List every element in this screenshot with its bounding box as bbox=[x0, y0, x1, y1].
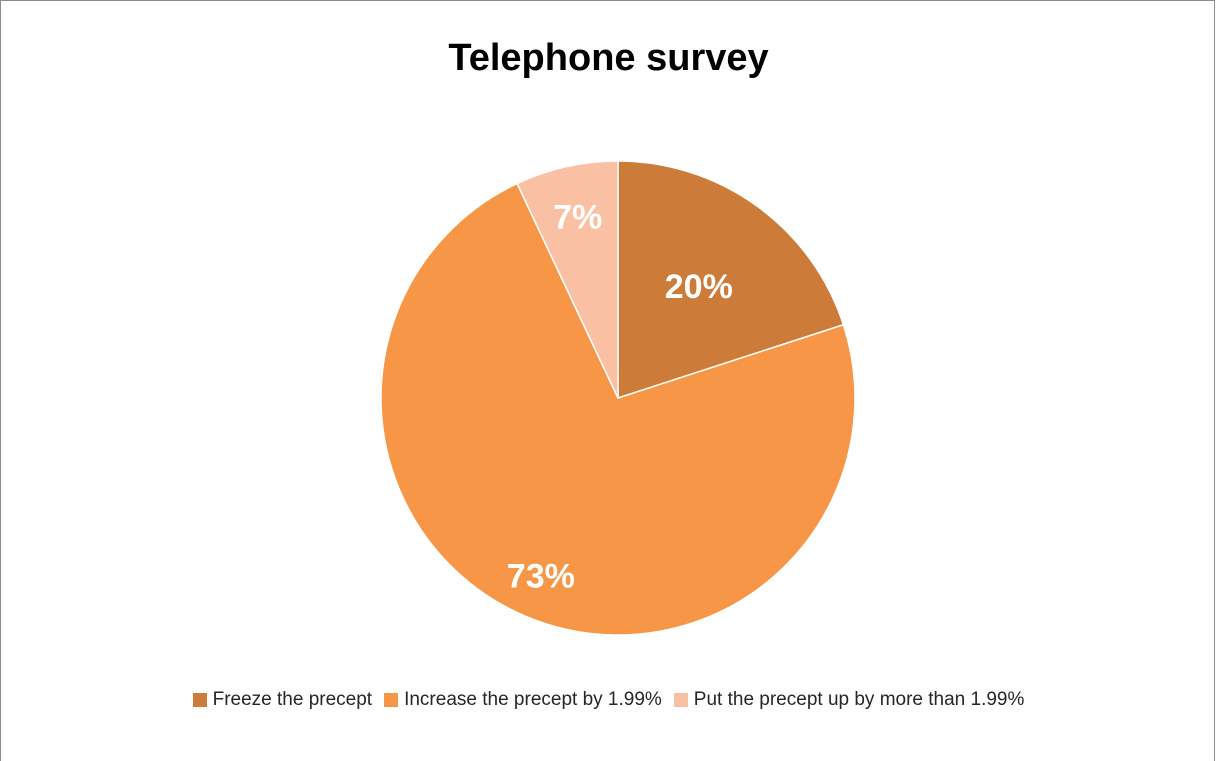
pie-slice bbox=[516, 160, 619, 399]
pie-slice bbox=[380, 182, 856, 636]
slice-data-label: 7% bbox=[553, 199, 602, 237]
slice-data-label: 20% bbox=[665, 268, 733, 306]
pie-slice bbox=[617, 160, 845, 400]
legend-swatch bbox=[192, 693, 207, 707]
chart-title: Telephone survey bbox=[448, 37, 769, 79]
legend-item: Increase the precept by 1.99% bbox=[384, 689, 662, 711]
legend-swatch bbox=[673, 693, 688, 707]
legend-label: Increase the precept by 1.99% bbox=[404, 689, 662, 710]
chart-legend: Freeze the precept Increase the precept b… bbox=[1, 689, 1216, 711]
legend-swatch bbox=[384, 693, 399, 707]
legend-item: Freeze the precept bbox=[192, 689, 373, 711]
pie-chart: 20% 73% 7% bbox=[380, 160, 856, 636]
slice-data-label: 73% bbox=[507, 557, 575, 595]
legend-item: Put the precept up by more than 1.99% bbox=[673, 689, 1025, 711]
legend-label: Freeze the precept bbox=[212, 689, 373, 710]
legend-label: Put the precept up by more than 1.99% bbox=[693, 689, 1025, 710]
